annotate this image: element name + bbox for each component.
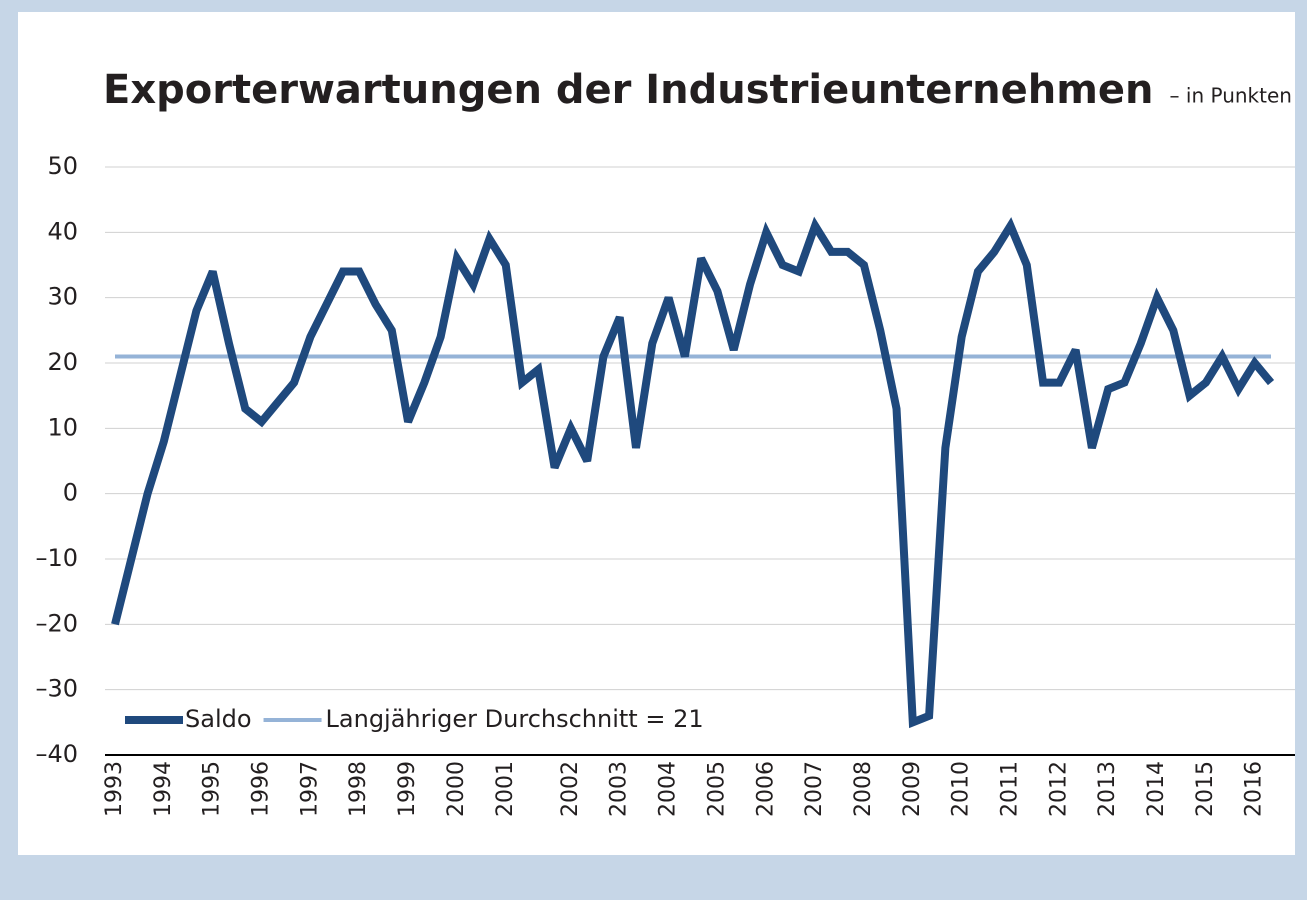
x-tick-label: 2008 (851, 761, 876, 817)
y-tick-label: –40 (35, 740, 78, 768)
y-tick-label: 50 (47, 152, 78, 180)
chart-title: Exporterwartungen der Industrieunternehm… (103, 67, 1154, 113)
x-tick-label: 2013 (1095, 761, 1120, 817)
legend-label: Langjähriger Durchschnitt = 21 (326, 705, 704, 733)
x-tick-label: 2015 (1193, 761, 1218, 817)
x-tick-label: 2003 (607, 761, 632, 817)
x-tick-label: 1993 (102, 761, 127, 817)
x-tick-label: 2002 (558, 761, 583, 817)
series-line (111, 216, 1275, 729)
x-tick-label: 2010 (949, 761, 974, 817)
x-tick-label: 2004 (656, 761, 681, 817)
y-tick-label: 30 (47, 283, 78, 311)
y-tick-label: 40 (47, 217, 78, 245)
x-tick-label: 2011 (997, 761, 1022, 817)
y-tick-label: 20 (47, 348, 78, 376)
x-tick-label: 1997 (297, 761, 322, 817)
panel (18, 12, 1295, 855)
x-tick-label: 2014 (1144, 761, 1169, 817)
y-tick-label: –30 (35, 675, 78, 703)
y-tick-label: 10 (47, 413, 78, 441)
y-tick-label: –20 (35, 609, 78, 637)
x-tick-label: 1998 (346, 761, 371, 817)
x-tick-label: 2001 (493, 761, 518, 817)
x-tick-label: 1996 (249, 761, 274, 817)
x-tick-label: 2012 (1046, 761, 1071, 817)
x-tick-label: 1999 (395, 761, 420, 817)
x-tick-label: 2005 (704, 761, 729, 817)
x-tick-label: 1995 (200, 761, 225, 817)
chart-subtitle: – in Punkten (1170, 84, 1292, 108)
legend-label: Saldo (185, 705, 252, 733)
x-tick-label: 2016 (1242, 761, 1267, 817)
y-tick-label: –10 (35, 544, 78, 572)
x-tick-label: 2006 (753, 761, 778, 817)
x-tick-label: 2007 (802, 761, 827, 817)
x-tick-label: 1994 (151, 761, 176, 817)
x-tick-label: 2009 (900, 761, 925, 817)
y-tick-label: 0 (63, 479, 78, 507)
x-tick-label: 2000 (444, 761, 469, 817)
